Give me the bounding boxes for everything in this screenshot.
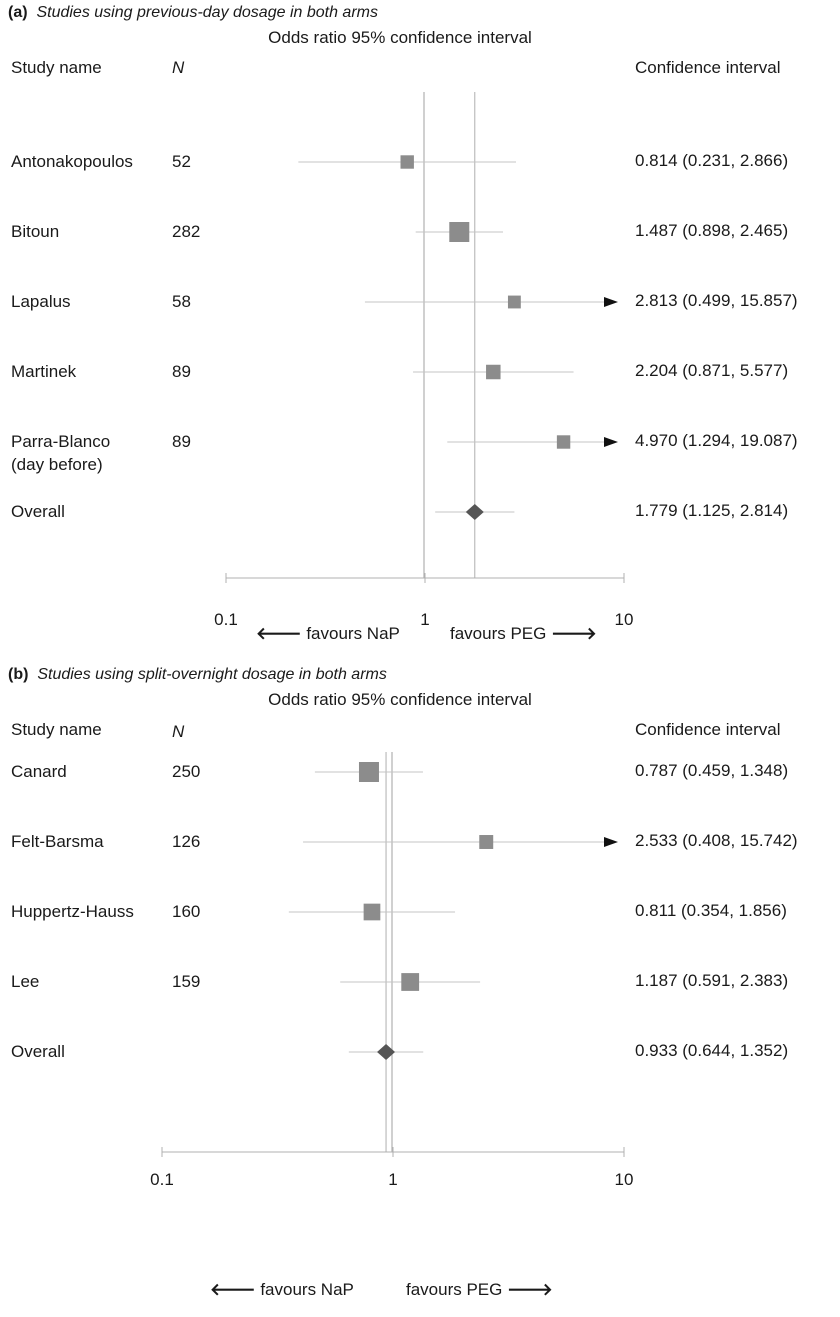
header-n: N [172, 58, 185, 77]
study-name: Martinek [11, 362, 77, 381]
forest-panel-b: (b) Studies using split-overnight dosage… [0, 662, 840, 1317]
study-name: Felt-Barsma [11, 832, 104, 851]
study-n: 159 [172, 972, 201, 991]
study-name: Antonakopoulos [11, 152, 133, 171]
header-study-name: Study name [11, 720, 102, 739]
x-tick-label: 10 [614, 610, 634, 629]
study-name: Canard [11, 762, 67, 781]
panel-title: (a) Studies using previous-day dosage in… [8, 4, 378, 22]
study-ci-text: 0.787 (0.459, 1.348) [635, 761, 789, 780]
study-n: 250 [172, 762, 201, 781]
favours-right-label: favours PEG 🡒 [406, 1280, 553, 1299]
study-n: 282 [172, 222, 201, 241]
forest-plot-area [225, 92, 625, 583]
study-n: 89 [172, 432, 191, 451]
study-ci-text: 0.814 (0.231, 2.866) [635, 151, 789, 170]
favours-left-label: 🡐 favours NaP [210, 1280, 354, 1299]
overall-ci-text: 0.933 (0.644, 1.352) [635, 1041, 789, 1060]
study-point-square [449, 222, 470, 242]
study-point-square [556, 435, 571, 449]
favours-left-label: 🡐 favours NaP [256, 624, 400, 643]
study-n: 89 [172, 362, 191, 381]
study-name: Bitoun [11, 222, 60, 241]
study-n: 160 [172, 902, 201, 921]
header-confidence-interval: Confidence interval [635, 58, 781, 77]
chart-subtitle: Odds ratio 95% confidence interval [268, 28, 532, 47]
study-name: Huppertz-Hauss [11, 902, 134, 921]
overall-diamond [377, 1044, 396, 1060]
ci-overflow-arrow [604, 437, 618, 447]
x-tick-label: 0.1 [214, 610, 238, 629]
study-name: Lee [11, 972, 40, 991]
overall-label: Overall [11, 1042, 65, 1061]
panel-title-text: Studies using previous-day dosage in bot… [36, 4, 378, 21]
study-n: 126 [172, 832, 201, 851]
header-confidence-interval: Confidence interval [635, 720, 781, 739]
x-tick-label: 1 [420, 610, 430, 629]
ci-overflow-arrow [604, 297, 618, 307]
study-ci-text: 2.813 (0.499, 15.857) [635, 291, 798, 310]
favours-right-label: favours PEG 🡒 [450, 624, 597, 643]
overall-diamond [465, 504, 484, 520]
header-n: N [172, 722, 185, 741]
panel-title: (b) Studies using split-overnight dosage… [8, 666, 387, 684]
forest-panel-a: (a) Studies using previous-day dosage in… [8, 4, 798, 643]
chart-subtitle: Odds ratio 95% confidence interval [268, 690, 532, 709]
study-ci-text: 0.811 (0.354, 1.856) [635, 901, 787, 920]
panel-label: (b) [8, 666, 29, 683]
forest-plot-area [161, 752, 625, 1157]
study-point-square [486, 364, 501, 380]
study-point-square [479, 835, 494, 849]
ci-overflow-arrow [604, 837, 618, 847]
study-point-square [400, 155, 414, 169]
overall-ci-text: 1.779 (1.125, 2.814) [635, 501, 789, 520]
study-n: 58 [172, 292, 191, 311]
header-study-name: Study name [11, 58, 102, 77]
study-ci-text: 1.487 (0.898, 2.465) [635, 221, 789, 240]
study-point-square [363, 903, 381, 921]
study-ci-text: 2.533 (0.408, 15.742) [635, 831, 798, 850]
overall-label: Overall [11, 502, 65, 521]
study-point-square [358, 762, 379, 782]
x-tick-label: 1 [388, 1170, 398, 1189]
study-name: Lapalus [11, 292, 71, 311]
study-point-square [507, 295, 521, 309]
study-ci-text: 1.187 (0.591, 2.383) [635, 971, 789, 990]
x-tick-label: 0.1 [150, 1170, 174, 1189]
study-n: 52 [172, 152, 191, 171]
study-name: Parra-Blanco (day before) [11, 432, 111, 474]
panel-label: (a) [8, 4, 28, 21]
study-ci-text: 2.204 (0.871, 5.577) [635, 361, 789, 380]
x-tick-label: 10 [614, 1170, 634, 1189]
study-ci-text: 4.970 (1.294, 19.087) [635, 431, 798, 450]
panel-title-text: Studies using split-overnight dosage in … [37, 666, 387, 683]
study-point-square [401, 973, 420, 991]
